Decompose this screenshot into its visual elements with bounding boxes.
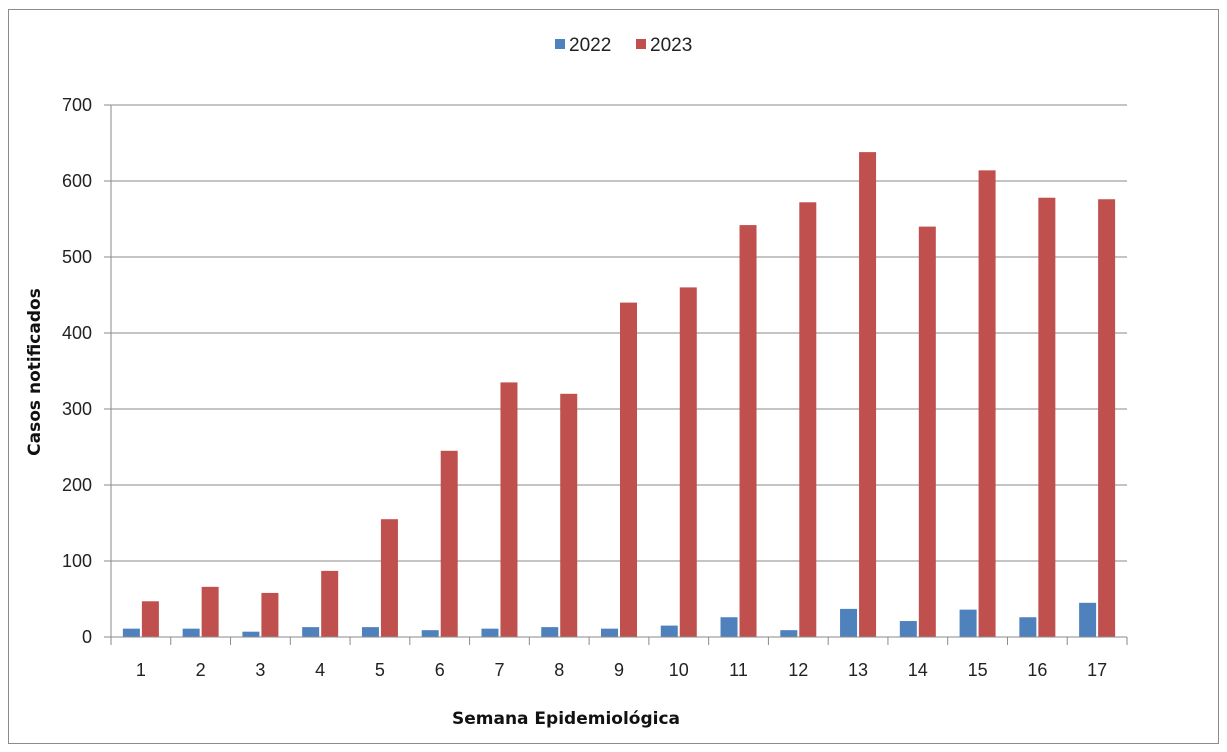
bar-2022-week-14 (899, 621, 917, 637)
bar-2023-week-15 (978, 170, 996, 638)
bar-2022-week-6 (421, 630, 439, 637)
y-axis-ticks: 0 100 200 300 400 500 600 700 (62, 95, 92, 647)
x-tick-label: 10 (669, 660, 689, 680)
bar-2023-week-1 (141, 601, 159, 637)
bar-2023-week-7 (500, 382, 518, 637)
bar-2022-week-5 (361, 627, 379, 637)
legend-label-2022: 2022 (569, 35, 611, 56)
bar-2023-week-2 (201, 586, 219, 637)
bar-2023-week-13 (859, 152, 877, 637)
x-tick-label: 15 (968, 660, 988, 680)
bar-2023-week-17 (1098, 199, 1116, 638)
bar-2022-week-2 (182, 628, 200, 637)
bar-2022-week-17 (1079, 602, 1097, 637)
bar-2023-week-11 (739, 225, 757, 637)
x-tick-label: 2 (196, 660, 206, 680)
bar-2022-week-8 (541, 627, 559, 637)
bar-2022-week-7 (481, 628, 499, 637)
bar-2022-week-1 (122, 628, 140, 637)
legend-swatch-2023 (636, 39, 646, 49)
x-axis-ticks: 1 2 3 4 5 6 7 8 9 10 11 12 13 14 15 16 17 (136, 660, 1107, 680)
y-tick-label: 600 (62, 171, 92, 191)
bar-2023-week-6 (440, 450, 458, 637)
x-tick-label: 7 (494, 660, 504, 680)
bar-2022-week-4 (302, 627, 320, 637)
x-tick-label: 13 (848, 660, 868, 680)
x-tick-label: 8 (554, 660, 564, 680)
x-axis-title: Semana Epidemiológica (452, 709, 680, 729)
y-tick-label: 400 (62, 323, 92, 343)
bar-2023-week-5 (380, 519, 398, 637)
bar-2023-week-8 (560, 393, 578, 637)
y-tick-label: 100 (62, 551, 92, 571)
bar-2023-week-10 (679, 287, 697, 637)
bar-2022-week-12 (780, 630, 798, 637)
bar-2023-week-12 (799, 202, 817, 637)
y-tick-label: 500 (62, 247, 92, 267)
bar-2022-week-13 (840, 608, 858, 637)
y-axis-title: Casos notificados (25, 288, 45, 456)
x-tick-label: 14 (908, 660, 928, 680)
bar-2022-week-10 (660, 625, 678, 637)
bar-2023-week-9 (620, 302, 637, 637)
x-axis (104, 104, 1128, 645)
bars (122, 152, 1116, 638)
legend: 2022 2023 (555, 35, 692, 56)
bar-2023-week-16 (1038, 197, 1056, 637)
bar-2022-week-11 (720, 617, 738, 637)
x-tick-label: 1 (136, 660, 146, 680)
bar-2022-week-16 (1019, 617, 1037, 637)
x-tick-label: 9 (614, 660, 624, 680)
bar-2022-week-9 (601, 628, 618, 637)
y-tick-label: 200 (62, 475, 92, 495)
y-tick-label: 300 (62, 399, 92, 419)
x-tick-label: 5 (375, 660, 385, 680)
x-tick-label: 17 (1087, 660, 1107, 680)
x-tick-label: 4 (315, 660, 325, 680)
gridlines (111, 104, 1127, 562)
bar-2023-week-3 (261, 592, 279, 637)
legend-label-2023: 2023 (650, 35, 692, 56)
x-tick-label: 12 (788, 660, 808, 680)
y-tick-label: 700 (62, 95, 92, 115)
x-tick-label: 6 (435, 660, 445, 680)
bar-2022-week-3 (242, 631, 260, 637)
x-tick-label: 16 (1027, 660, 1047, 680)
x-tick-label: 3 (255, 660, 265, 680)
bar-2023-week-4 (321, 570, 339, 637)
legend-swatch-2022 (555, 39, 565, 49)
bar-2022-week-15 (959, 609, 977, 637)
x-tick-label: 11 (729, 660, 748, 680)
y-tick-label: 0 (82, 627, 92, 647)
bar-2023-week-14 (918, 226, 936, 637)
